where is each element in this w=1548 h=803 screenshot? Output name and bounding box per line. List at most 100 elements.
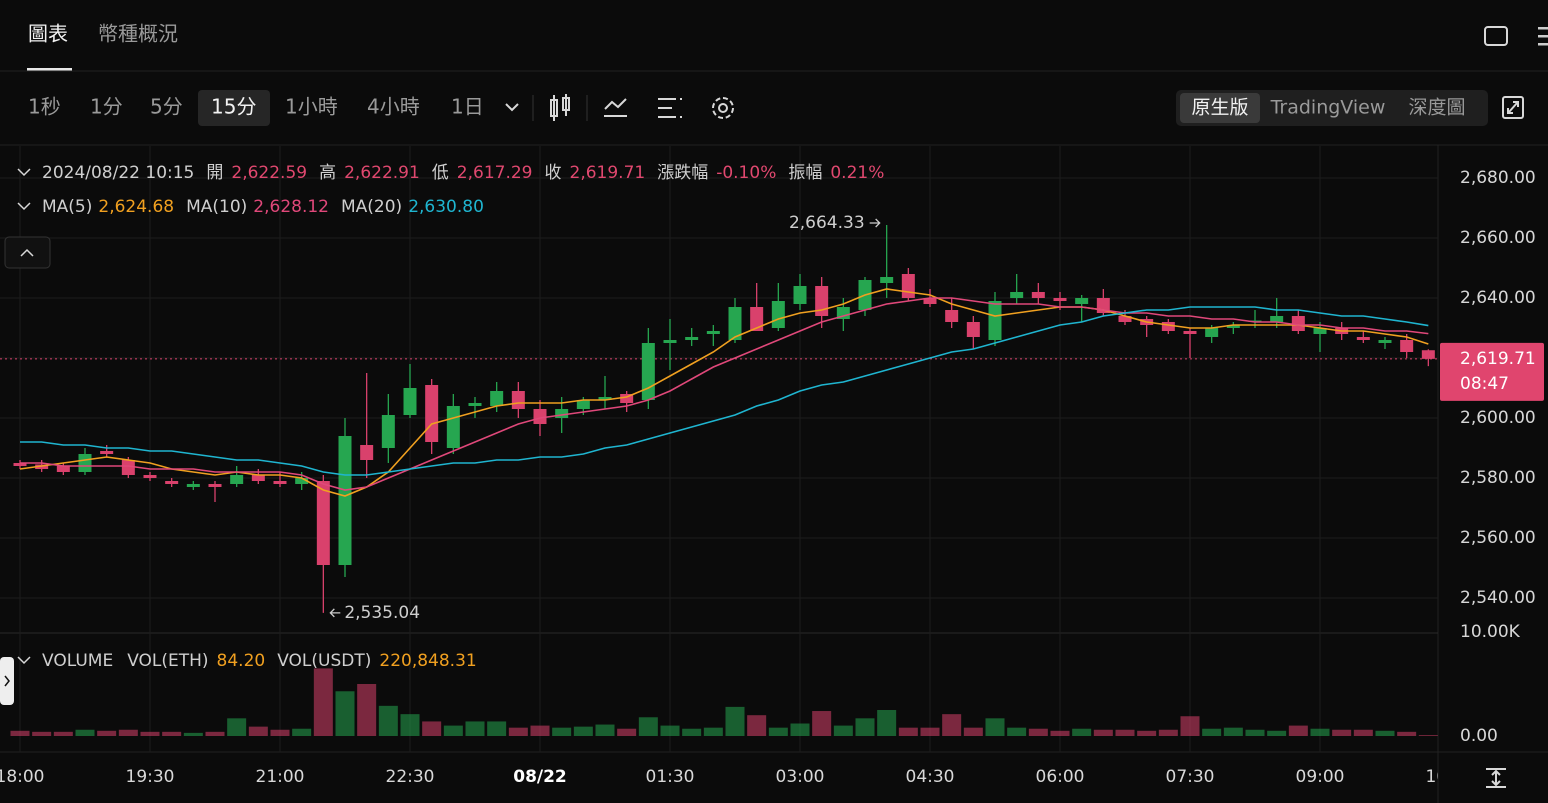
volume-bar [877, 710, 897, 736]
volume-bar [400, 714, 420, 736]
interval[interactable]: 15分 [211, 95, 256, 119]
candle-body [403, 388, 417, 415]
volume-bar [725, 706, 745, 736]
candle-body [100, 451, 114, 454]
candle-body [793, 286, 807, 304]
candle-body [468, 403, 482, 406]
volume-bar [162, 731, 182, 736]
y-tick-label: 2,580.00 [1460, 468, 1536, 488]
candle-body [1031, 292, 1045, 298]
candle-body [1075, 298, 1089, 304]
interval[interactable]: 1分 [90, 95, 123, 119]
ohlc-legend: 2024/08/22 10:15 開 2,622.59 高 2,622.91 低 2,617… [42, 163, 884, 183]
volume-bar [1050, 730, 1070, 736]
y-tick-label: 2,560.00 [1460, 528, 1536, 548]
volume-bar [855, 718, 875, 736]
interval[interactable]: 1日 [451, 95, 484, 119]
tab-underline [27, 68, 72, 71]
interval[interactable]: 5分 [150, 95, 183, 119]
candle-body [208, 484, 222, 487]
candle-body [230, 475, 244, 484]
candle-body [576, 400, 590, 409]
dropdown-icon[interactable] [505, 103, 519, 112]
collapse-icon[interactable] [17, 656, 31, 665]
volume-bar [1267, 730, 1287, 736]
title: VOLUME [42, 651, 113, 671]
volume-bar [1137, 730, 1157, 736]
volume-bar [443, 725, 463, 736]
fullscreen-icon[interactable] [1502, 96, 1524, 119]
volume-bar [227, 718, 247, 736]
candle-body [490, 391, 504, 406]
candle-body [1226, 325, 1240, 328]
volume-bar [1072, 728, 1092, 736]
ma-line [20, 306, 1429, 476]
candle-body [360, 445, 374, 460]
view-option[interactable]: 深度圖 [1408, 97, 1465, 119]
collapse-icon[interactable] [17, 202, 31, 211]
layout-icon[interactable] [1484, 26, 1508, 46]
scale-icon[interactable] [1486, 768, 1506, 788]
volume-bar [1397, 731, 1417, 736]
candle-body [1010, 292, 1024, 298]
settings-icon[interactable] [712, 97, 734, 119]
volume-bar [595, 724, 615, 736]
indicator-icon[interactable] [604, 98, 627, 117]
volume-bar [1223, 727, 1243, 736]
value: 220,848.31 [379, 651, 476, 671]
candle-body [316, 481, 330, 565]
interval[interactable]: 1秒 [28, 95, 61, 119]
candle-body [555, 409, 569, 418]
candle-body [706, 331, 720, 334]
collapse-icon [20, 248, 34, 257]
tab[interactable]: 圖表 [28, 22, 68, 46]
interval[interactable]: 1小時 [285, 95, 338, 119]
candle-body [815, 286, 829, 316]
y-tick-label: 2,600.00 [1460, 408, 1536, 428]
candle-body [771, 301, 785, 328]
collapse-button[interactable] [4, 236, 51, 269]
x-tick-label: 22:30 [386, 767, 435, 787]
volume-bar [552, 727, 572, 736]
label: VOL(ETH) [127, 651, 208, 671]
candle-body [598, 397, 612, 400]
candle-body [56, 466, 70, 472]
value: -0.10% [716, 163, 776, 183]
menu-icon[interactable] [1538, 27, 1548, 46]
candle-body [641, 343, 655, 400]
label: 振幅 [788, 163, 822, 183]
candle-body [1291, 316, 1305, 331]
tab[interactable]: 幣種概況 [98, 22, 178, 46]
candle-body [1161, 322, 1175, 331]
volume-bar [985, 718, 1005, 736]
ma-line [20, 297, 1429, 491]
interval[interactable]: 4小時 [367, 95, 420, 119]
value: 2,622.59 [231, 163, 307, 183]
view-option[interactable]: TradingView [1270, 97, 1386, 119]
value: 2,622.91 [344, 163, 420, 183]
candle-body [511, 391, 525, 409]
volume-bar [313, 668, 333, 736]
volume-bar [292, 728, 312, 736]
candle-body [533, 409, 547, 424]
volume-bar [920, 727, 940, 736]
label: 高 [319, 163, 336, 183]
volume-bar [703, 727, 723, 736]
volume-bar [1245, 729, 1265, 736]
view-option[interactable]: 原生版 [1191, 97, 1248, 119]
list-icon[interactable] [658, 98, 682, 118]
candle-body [836, 307, 850, 319]
candle-body [1421, 350, 1435, 359]
volume-bar [487, 721, 507, 736]
volume-legend: VOLUME VOL(ETH) 84.20 VOL(USDT) 220,848.31 [42, 651, 477, 671]
volume-bar [1332, 729, 1352, 736]
min-annotation: 2,535.04 [344, 603, 420, 623]
value: 84.20 [217, 651, 266, 671]
x-tick-label: 18:00 [0, 767, 45, 787]
side-panel-toggle[interactable] [0, 657, 14, 705]
collapse-icon[interactable] [17, 168, 31, 177]
candle-icon[interactable] [550, 94, 570, 121]
volume-bar [32, 731, 52, 736]
countdown: 08:47 [1460, 374, 1509, 394]
